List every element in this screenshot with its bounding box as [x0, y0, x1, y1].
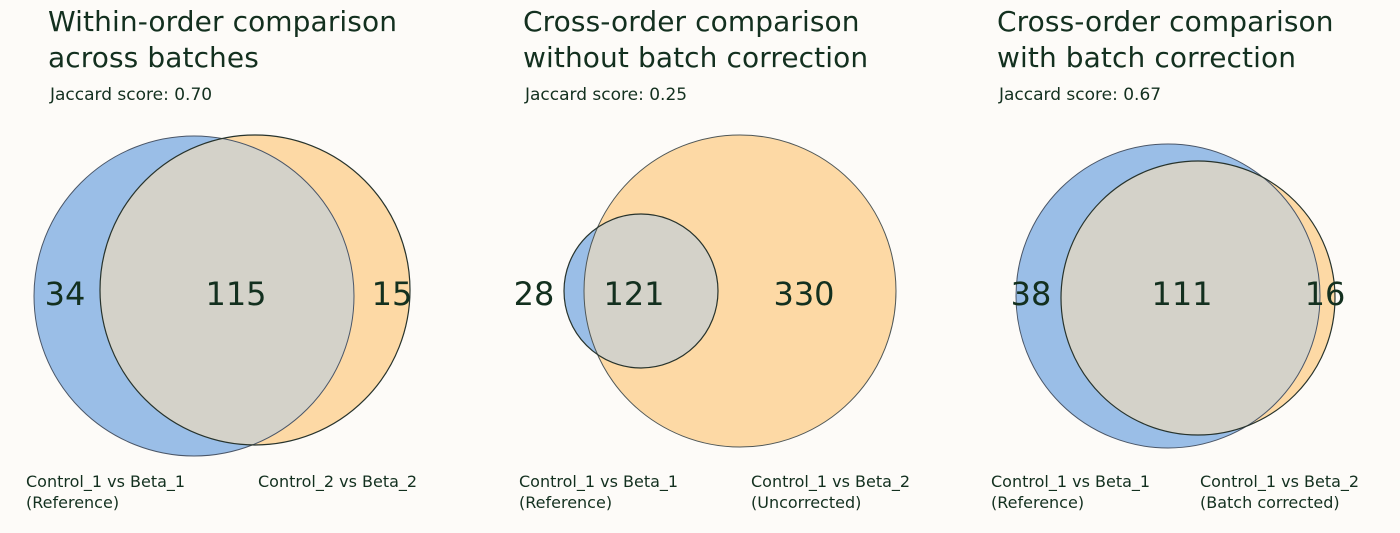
panel-title-line-1: Cross-order comparison	[523, 5, 860, 38]
set-label-reference: Control_1 vs Beta_1 (Reference)	[519, 471, 678, 513]
venn-set-comparison-outline	[583, 134, 897, 448]
set-label-line-2: (Batch corrected)	[1200, 493, 1340, 512]
venn-overlap-count: 115	[205, 275, 266, 313]
venn-2: 28 121 330	[514, 134, 897, 448]
set-label-line-1: Control_1 vs Beta_1	[26, 472, 186, 491]
set-label-line-1: Control_1 vs Beta_2	[751, 472, 911, 491]
set-label-line-2: (Reference)	[519, 493, 613, 512]
venn-left-only-count: 34	[45, 275, 86, 313]
set-label-reference: Control_1 vs Beta_1 (Reference)	[991, 471, 1150, 513]
venn-overlap-region	[1061, 161, 1320, 435]
venn-set-reference-outline	[1015, 143, 1321, 449]
panel-title-line-1: Within-order comparison	[48, 5, 398, 38]
set-label-line-1: Control_1 vs Beta_1	[519, 472, 679, 491]
venn-panel-cross-order-uncorrected: Cross-order comparison without batch cor…	[523, 0, 943, 533]
venn-set-comparison-outline	[1060, 160, 1336, 436]
venn-right-only-count: 330	[773, 275, 834, 313]
set-label-line-1: Control_1 vs Beta_2	[1200, 472, 1360, 491]
venn-overlap-count: 111	[1151, 275, 1212, 313]
set-label-line-1: Control_2 vs Beta_2	[258, 472, 418, 491]
set-label-comparison: Control_1 vs Beta_2 (Batch corrected)	[1200, 471, 1359, 513]
venn-set-comparison-outline	[99, 134, 411, 446]
set-label-comparison: Control_2 vs Beta_2	[258, 471, 417, 492]
venn-panel-within-order: Within-order comparison across batches J…	[48, 0, 448, 533]
venn-1: 34 115 15	[33, 134, 413, 457]
panel-title-line-2: without batch correction	[523, 41, 869, 74]
panel-title-line-1: Cross-order comparison	[997, 5, 1334, 38]
set-label-line-2: (Reference)	[991, 493, 1085, 512]
panel-title: Cross-order comparison without batch cor…	[523, 4, 868, 76]
venn-3: 38 111 16	[1011, 143, 1346, 449]
jaccard-score: Jaccard score: 0.70	[50, 85, 213, 105]
venn-set-comparison	[584, 135, 896, 447]
venn-right-only-count: 15	[372, 275, 413, 313]
set-label-comparison: Control_1 vs Beta_2 (Uncorrected)	[751, 471, 910, 513]
venn-left-only-count: 38	[1011, 275, 1052, 313]
venn-set-reference-outline	[33, 135, 355, 457]
set-label-reference: Control_1 vs Beta_1 (Reference)	[26, 471, 185, 513]
jaccard-score: Jaccard score: 0.25	[525, 85, 688, 105]
venn-right-only-count: 16	[1305, 275, 1346, 313]
set-label-line-1: Control_1 vs Beta_1	[991, 472, 1151, 491]
set-label-line-2: (Reference)	[26, 493, 120, 512]
panel-title: Cross-order comparison with batch correc…	[997, 4, 1334, 76]
venn-set-reference-outline	[563, 213, 719, 369]
panel-title-line-2: across batches	[48, 41, 259, 74]
venn-left-only-count: 28	[514, 275, 555, 313]
set-label-line-2: (Uncorrected)	[751, 493, 862, 512]
venn-overlap-count: 121	[603, 275, 664, 313]
jaccard-score: Jaccard score: 0.67	[999, 85, 1162, 105]
venn-panel-cross-order-corrected: Cross-order comparison with batch correc…	[997, 0, 1397, 533]
panel-title: Within-order comparison across batches	[48, 4, 397, 76]
panel-title-line-2: with batch correction	[997, 41, 1297, 74]
